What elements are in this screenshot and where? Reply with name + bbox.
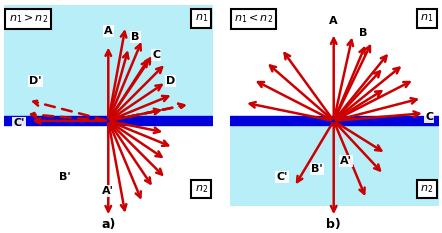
Text: $n_1 < n_2$: $n_1 < n_2$ bbox=[234, 13, 273, 25]
Text: $n_1$: $n_1$ bbox=[195, 13, 208, 24]
Text: $n_1$: $n_1$ bbox=[420, 13, 434, 24]
Text: B': B' bbox=[59, 172, 70, 182]
Text: $n_1 > n_2$: $n_1 > n_2$ bbox=[8, 13, 48, 25]
Text: D: D bbox=[166, 76, 175, 86]
Text: A: A bbox=[329, 16, 338, 26]
Text: A': A' bbox=[103, 186, 114, 196]
Text: a): a) bbox=[101, 218, 115, 231]
Text: B: B bbox=[131, 32, 140, 42]
Text: b): b) bbox=[326, 218, 341, 231]
Text: B': B' bbox=[311, 164, 323, 174]
Text: D': D' bbox=[29, 76, 42, 86]
Text: $n_2$: $n_2$ bbox=[195, 183, 208, 195]
Text: C: C bbox=[425, 112, 433, 122]
Text: C: C bbox=[152, 50, 160, 60]
Text: B: B bbox=[358, 28, 367, 38]
Text: C': C' bbox=[13, 118, 25, 128]
Text: $n_2$: $n_2$ bbox=[420, 183, 434, 195]
Text: C': C' bbox=[276, 172, 287, 182]
Text: A: A bbox=[104, 26, 113, 36]
Text: A': A' bbox=[340, 156, 352, 166]
